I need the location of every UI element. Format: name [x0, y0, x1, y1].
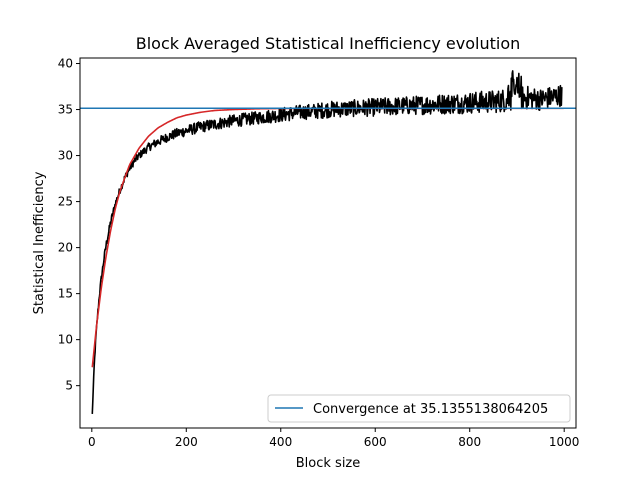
y-tick-label: 20 — [58, 241, 73, 255]
legend-entry-label: Convergence at 35.1355138064205 — [313, 402, 548, 417]
chart-title: Block Averaged Statistical Inefficiency … — [136, 34, 521, 53]
x-tick-label: 200 — [175, 435, 198, 449]
x-tick-label: 0 — [88, 435, 96, 449]
series-line-block-average — [91, 70, 563, 414]
y-tick-label: 35 — [58, 103, 73, 117]
y-tick-label: 10 — [58, 333, 73, 347]
y-tick-label: 40 — [58, 57, 73, 71]
y-tick-label: 25 — [58, 195, 73, 209]
x-axis-label: Block size — [296, 456, 361, 471]
legend: Convergence at 35.1355138064205 — [267, 394, 571, 423]
y-tick-label: 15 — [58, 287, 73, 301]
x-tick-label: 800 — [458, 435, 481, 449]
x-tick-label: 400 — [269, 435, 292, 449]
x-tick-label: 1000 — [549, 435, 580, 449]
y-tick-label: 30 — [58, 149, 73, 163]
legend-box — [267, 394, 571, 423]
y-axis: 5 10 15 20 25 30 35 40 — [58, 57, 80, 393]
y-tick-label: 5 — [65, 379, 73, 393]
x-axis: 0 200 400 600 800 1000 — [88, 428, 579, 449]
x-tick-label: 600 — [364, 435, 387, 449]
plot-area — [80, 70, 576, 414]
y-axis-label: Statistical Inefficiency — [32, 171, 47, 314]
plot-frame — [79, 57, 577, 429]
